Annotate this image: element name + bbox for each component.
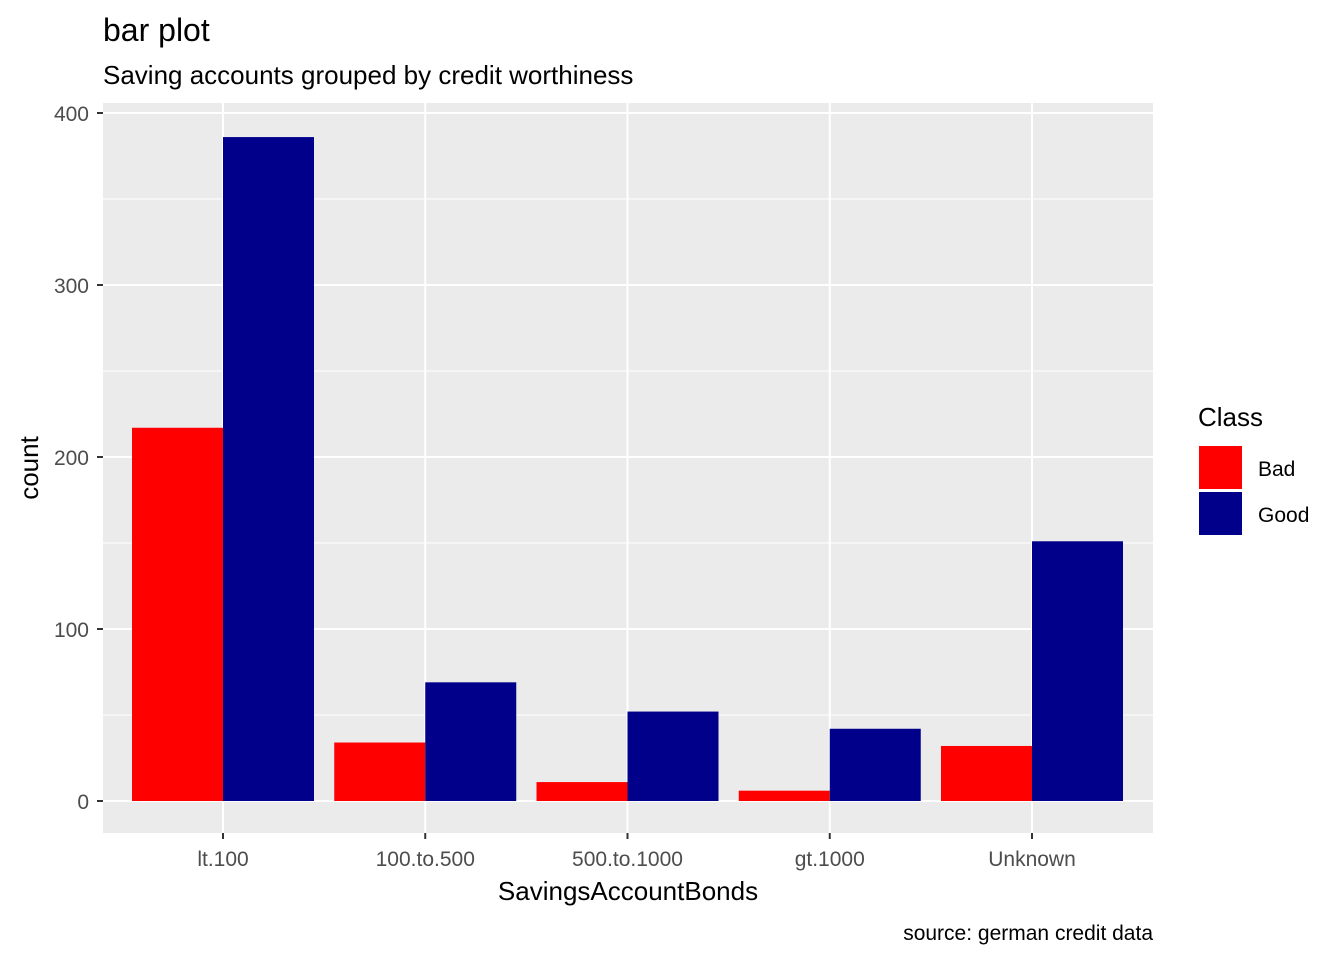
chart-subtitle: Saving accounts grouped by credit worthi…	[103, 60, 633, 90]
legend-label-bad: Bad	[1258, 458, 1295, 481]
bar-bad-gt.1000	[738, 790, 830, 801]
y-tick-label: 400	[54, 103, 89, 126]
legend-label-good: Good	[1258, 504, 1309, 527]
x-axis-label: SavingsAccountBonds	[498, 876, 758, 906]
y-tick-label: 300	[54, 275, 89, 298]
legend: Class Bad Good	[1198, 402, 1309, 535]
bar-bad-100.to.500	[334, 742, 426, 801]
legend-key-bad	[1199, 446, 1242, 489]
x-tick-label: 100.to.500	[376, 848, 475, 871]
x-tick-label: lt.100	[197, 848, 248, 871]
bar-good-Unknown	[1032, 541, 1123, 801]
chart-caption: source: german credit data	[903, 922, 1153, 945]
chart-title: bar plot	[103, 12, 210, 48]
x-tick-label: 500.to.1000	[572, 848, 683, 871]
x-tick-label: Unknown	[988, 848, 1076, 871]
bar-bad-500.to.1000	[536, 782, 628, 801]
bar-good-lt.100	[223, 137, 314, 801]
y-axis-label: count	[14, 435, 44, 499]
x-tick-label: gt.1000	[795, 848, 865, 871]
y-tick-label: 200	[54, 447, 89, 470]
y-tick-label: 100	[54, 619, 89, 642]
y-tick-label: 0	[77, 791, 89, 814]
bar-good-500.to.1000	[627, 711, 719, 801]
bar-good-gt.1000	[829, 728, 921, 801]
bar-bad-Unknown	[941, 745, 1032, 801]
legend-key-good	[1199, 492, 1242, 535]
legend-title: Class	[1198, 402, 1263, 432]
bar-bad-lt.100	[132, 427, 223, 801]
bar-good-100.to.500	[425, 682, 517, 801]
